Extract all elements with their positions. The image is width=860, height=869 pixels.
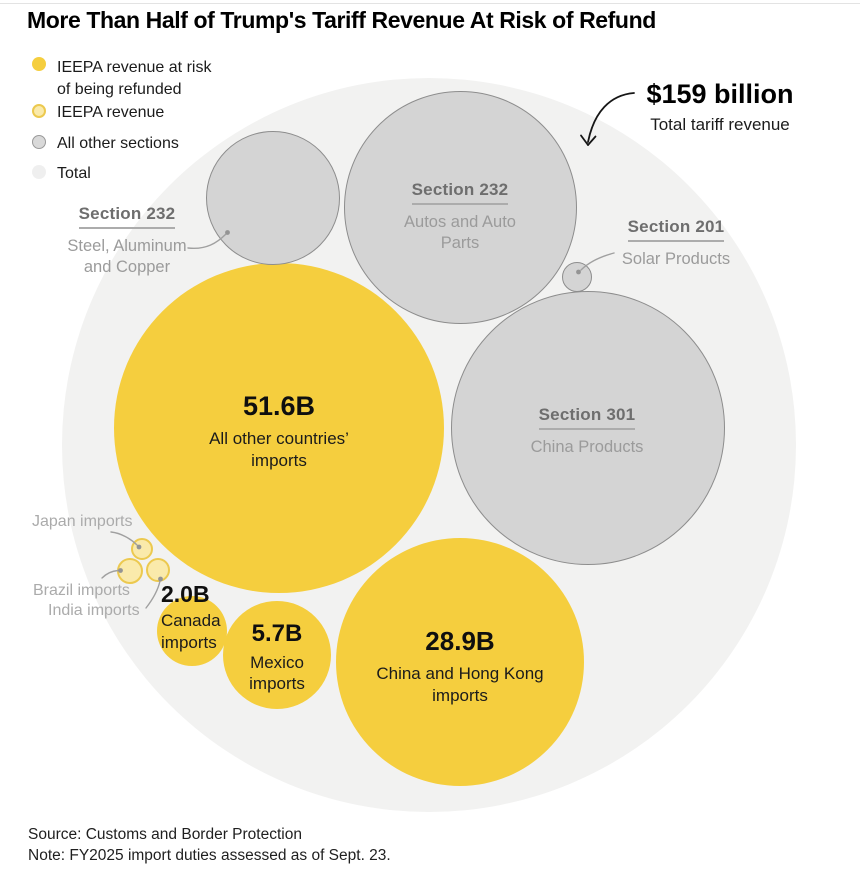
- legend-item-at-risk: IEEPA revenue at risk of being refunded: [57, 57, 211, 101]
- section-sublabel: Steel, Aluminum: [67, 237, 187, 255]
- section-sublabel: and Copper: [83, 258, 171, 276]
- legend-item-other-sections: All other sections: [57, 135, 179, 152]
- legend-item-total: Total: [57, 165, 91, 182]
- bubble-value: 28.9B: [425, 626, 495, 656]
- section-header: Section 301: [538, 405, 636, 430]
- section-sublabel: Solar Products: [621, 250, 731, 268]
- label-china-hong-kong: 28.9B China and Hong Kong imports: [340, 626, 580, 707]
- legend-label-line: of being refunded: [57, 81, 182, 98]
- top-divider: [0, 3, 860, 4]
- bubble-value: 5.7B: [251, 620, 303, 647]
- label-section301: Section 301 China Products: [487, 405, 687, 458]
- bubble-value: 51.6B: [242, 391, 316, 421]
- bubble-sublabel: imports: [432, 686, 488, 705]
- bubble-canada: [157, 596, 227, 666]
- bubble-sublabel: imports: [251, 451, 307, 470]
- section-header: Section 201: [627, 217, 725, 242]
- legend-swatch-ieepa-icon: [32, 104, 46, 118]
- legend-swatch-at-risk-icon: [32, 57, 46, 71]
- label-section201-solar: Section 201 Solar Products: [576, 217, 776, 270]
- bubble-india: [146, 558, 170, 582]
- label-brazil-imports: Brazil imports: [33, 582, 130, 599]
- legend-swatch-other-sections-icon: [32, 135, 46, 149]
- bubble-section232-autos: [344, 91, 577, 324]
- bubble-sublabel: All other countries’: [209, 429, 349, 448]
- section-sublabel: Parts: [440, 234, 480, 252]
- methodology-note: Note: FY2025 import duties assessed as o…: [28, 846, 391, 864]
- bubble-sublabel: China and Hong Kong: [376, 664, 544, 683]
- section-sublabel: Autos and Auto: [404, 213, 516, 231]
- label-india-imports: India imports: [48, 602, 140, 619]
- bubble-all-other-countries: [114, 263, 444, 593]
- bubble-mexico: [223, 601, 331, 709]
- total-value: $159 billion: [646, 79, 794, 109]
- total-annotation: $159 billion Total tariff revenue: [615, 79, 825, 135]
- footer: Source: Customs and Border Protection No…: [28, 825, 391, 866]
- section-header: Section 232: [411, 180, 509, 205]
- label-japan-imports: Japan imports: [32, 513, 133, 530]
- bubble-sublabel: Canada: [161, 611, 221, 630]
- label-section232-steel: Section 232 Steel, Aluminum and Copper: [27, 204, 227, 278]
- label-mexico: 5.7B Mexico imports: [207, 620, 347, 694]
- label-all-other-countries: 51.6B All other countries’ imports: [158, 391, 400, 472]
- bubble-brazil: [117, 558, 143, 584]
- legend-label-line: IEEPA revenue at risk: [57, 59, 212, 76]
- bubble-sublabel: imports: [249, 674, 305, 693]
- total-label: Total tariff revenue: [650, 115, 790, 134]
- bubble-sublabel: Mexico: [250, 653, 304, 672]
- section-sublabel: China Products: [530, 438, 644, 456]
- bubble-sublabel: imports: [161, 633, 217, 652]
- chart-title: More Than Half of Trump's Tariff Revenue…: [27, 7, 656, 33]
- legend-swatch-total-icon: [32, 165, 46, 179]
- label-canada: 2.0B Canada imports: [161, 581, 221, 654]
- section-header: Section 232: [78, 204, 176, 229]
- label-section232-autos: Section 232 Autos and Auto Parts: [360, 180, 560, 254]
- legend-item-ieepa: IEEPA revenue: [57, 104, 165, 121]
- bubble-japan: [131, 538, 153, 560]
- bubble-section232-steel: [206, 131, 340, 265]
- bubble-value: 2.0B: [161, 581, 210, 607]
- source-note: Source: Customs and Border Protection: [28, 826, 302, 843]
- bubble-china-hong-kong: [336, 538, 584, 786]
